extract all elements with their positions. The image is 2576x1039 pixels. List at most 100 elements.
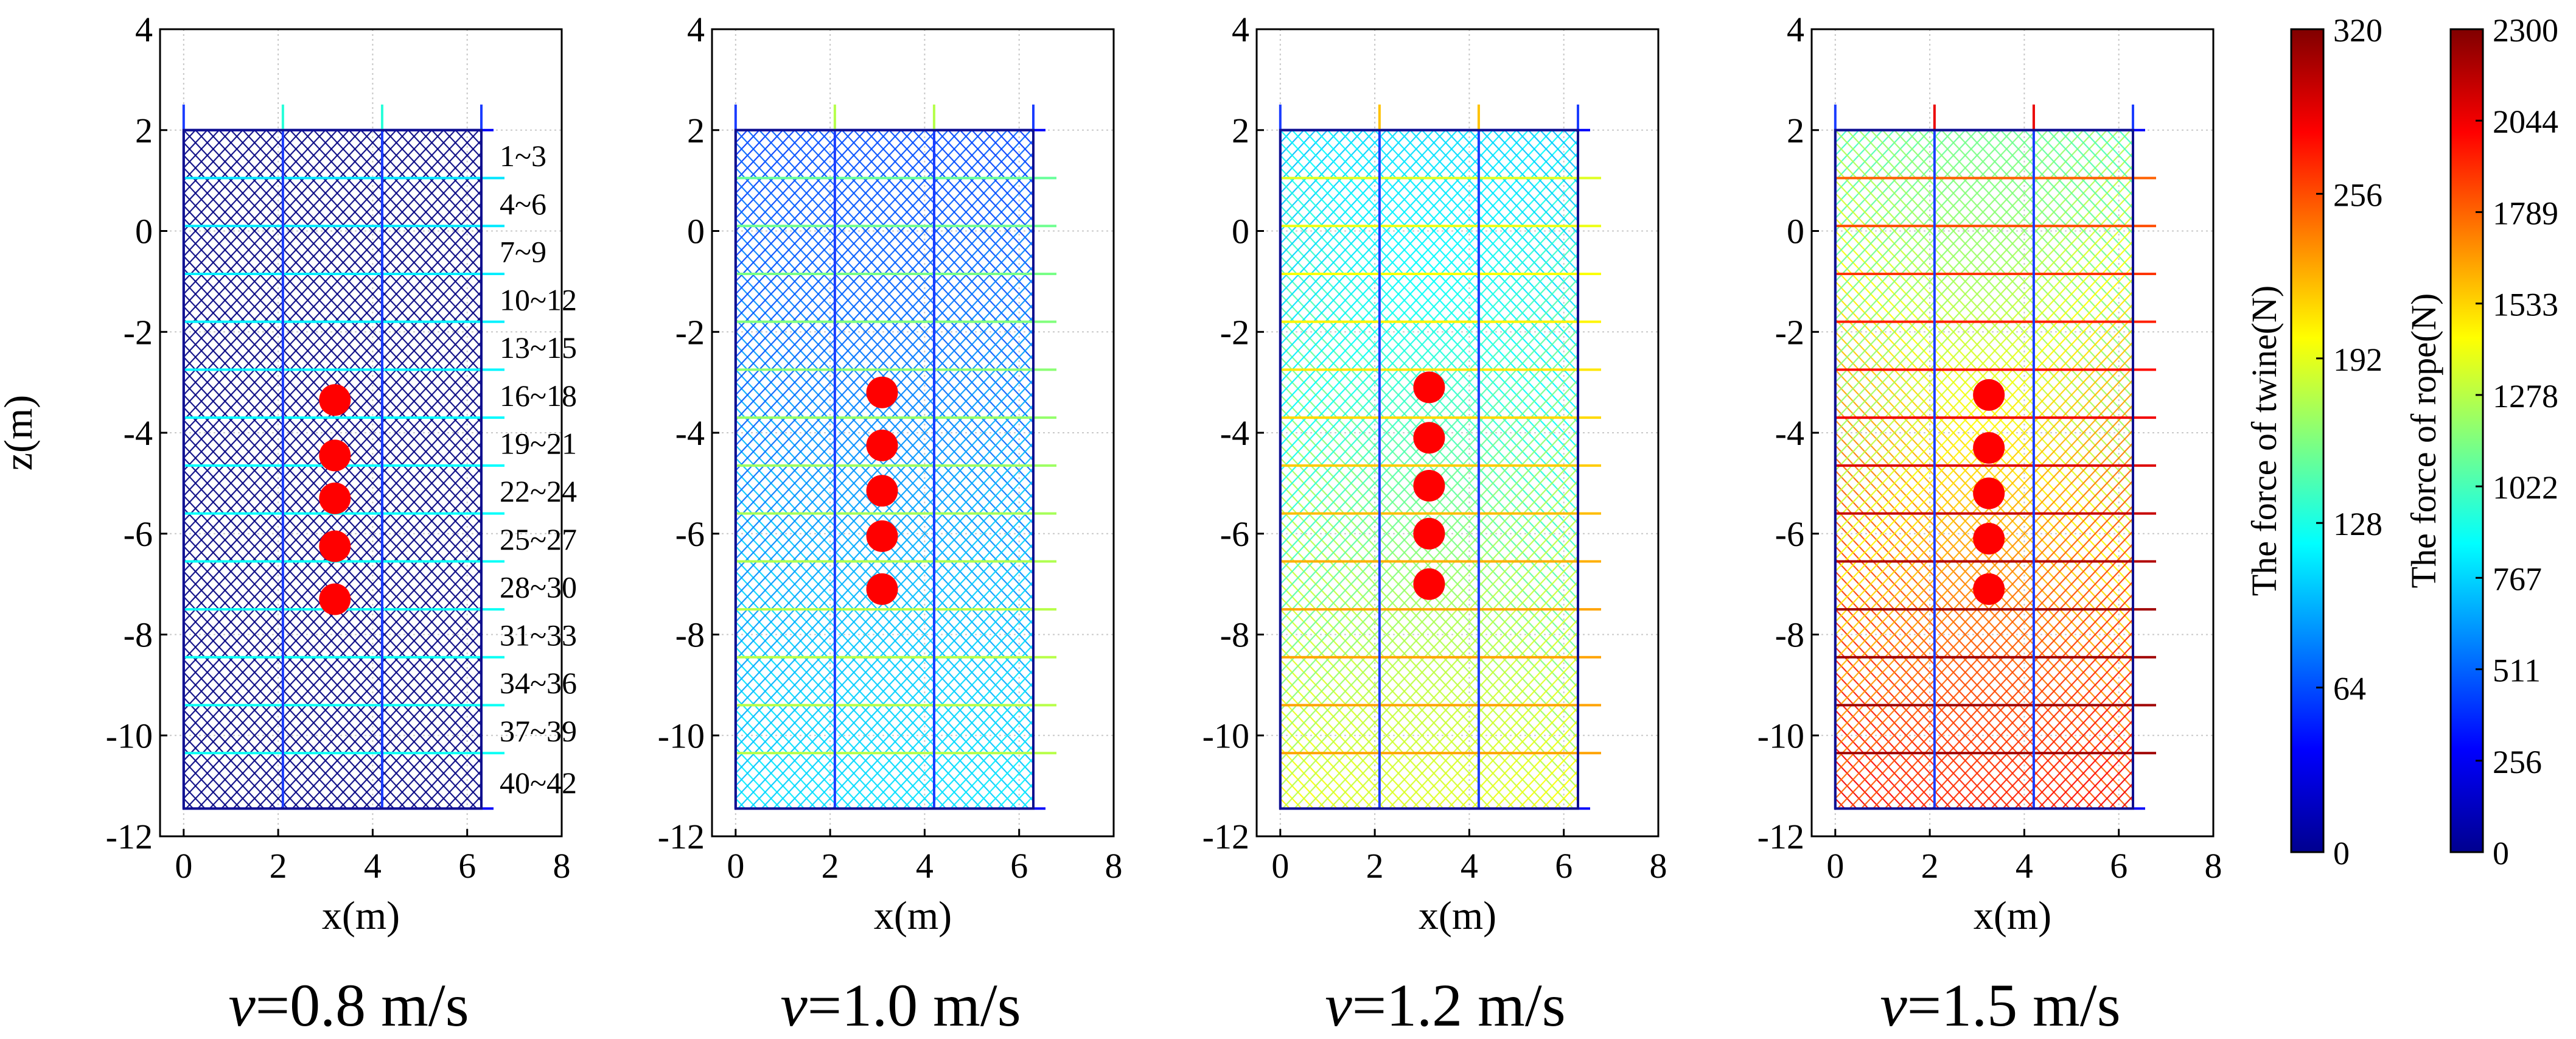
twine [1280, 760, 1326, 810]
twine [1541, 770, 1579, 810]
twine [2061, 732, 2134, 810]
twine [1835, 798, 1846, 810]
twine [1991, 657, 2134, 810]
x-tick-label: 2 [270, 846, 287, 886]
z-tick-label: -8 [1220, 615, 1249, 655]
twine [337, 129, 482, 285]
twine [1388, 606, 1579, 810]
weight-dot [1973, 379, 2005, 411]
twine [784, 543, 1034, 810]
twine [419, 129, 482, 197]
twine [1280, 190, 1579, 509]
twine [1495, 719, 1579, 810]
twine [2071, 129, 2134, 197]
twine [735, 646, 888, 810]
twine [1506, 732, 1579, 810]
z-tick-label: -8 [1775, 615, 1804, 655]
colorbar-tick-label: 256 [2333, 177, 2382, 213]
twine [1835, 190, 2134, 509]
colorbar-rope: The force of rope(N) 2300 2044 1789 1533 127… [2404, 12, 2558, 872]
twine [1471, 694, 1579, 810]
colorbar-rope-label: The force of rope(N) [2404, 293, 2443, 589]
z-tick-label: 2 [135, 111, 153, 150]
weight-dot [319, 384, 351, 416]
twine [983, 129, 1034, 184]
z-tick-label: -4 [1220, 413, 1249, 453]
twine [1835, 265, 2134, 585]
twine [926, 694, 1034, 810]
twine [183, 129, 444, 408]
caption-variable: v [780, 971, 808, 1039]
x-tick-label: 6 [1010, 846, 1028, 886]
twine [1364, 581, 1579, 810]
twine [230, 129, 482, 398]
z-tick-label: 4 [1787, 10, 1804, 49]
twine [313, 129, 482, 310]
twine [995, 129, 1034, 171]
twine [1540, 129, 1579, 171]
twine [1374, 129, 1579, 348]
net-mesh [1280, 129, 1579, 810]
twine [183, 129, 409, 371]
twine [2106, 129, 2134, 159]
panel-3: 0 2 4 6 8 4 2 0 -2 -4 -6 -8 -10 -12 x(m) v=1.2 m/s [1202, 10, 1667, 1039]
row-labels: 1~3 4~6 7~9 10~12 13~15 16~18 19~21 22~24 25~27 2… [500, 139, 577, 800]
twine [195, 129, 482, 436]
row-label: 16~18 [500, 379, 577, 413]
twine [782, 129, 1034, 398]
twine [1445, 129, 1579, 272]
twine [2047, 129, 2134, 222]
twine [1280, 545, 1527, 810]
twine [1835, 203, 2134, 522]
twine [1341, 556, 1579, 810]
twine [1318, 530, 1579, 810]
twine [183, 545, 430, 810]
net-frame [1279, 128, 1579, 810]
twine [1835, 129, 2096, 408]
twine [360, 129, 482, 259]
twine [950, 719, 1034, 810]
twine [735, 722, 817, 810]
caption-variable: v [228, 971, 256, 1039]
z-tick-label: -12 [1757, 817, 1804, 856]
x-tick-label: 6 [2110, 846, 2127, 886]
x-tick-label: 6 [458, 846, 476, 886]
twine [1018, 129, 1034, 146]
twine [2118, 129, 2134, 146]
twine [1835, 215, 2134, 534]
twine [1551, 129, 1579, 159]
z-tick-label: -12 [106, 817, 153, 856]
twine [1527, 129, 1579, 184]
twine [1280, 129, 1517, 383]
twine [1021, 795, 1034, 810]
z-tick-label: 4 [135, 10, 153, 49]
z-tick-label: -6 [1220, 514, 1249, 554]
weight-dot [1413, 568, 1445, 600]
twine [959, 129, 1034, 209]
twine [1280, 404, 1579, 724]
caption-value: =1.2 m/s [1352, 971, 1566, 1039]
twine [289, 129, 482, 335]
twine [183, 571, 407, 810]
twine [422, 745, 482, 810]
twine [183, 747, 241, 810]
twine [1976, 129, 2134, 297]
twine [985, 757, 1034, 810]
twine [221, 530, 482, 810]
twine [469, 795, 482, 810]
x-tick-label: 2 [822, 846, 839, 886]
x-tick-label: 4 [916, 846, 934, 886]
weights [1973, 379, 2005, 605]
twine [1835, 129, 2072, 383]
weight-dot [1973, 477, 2005, 509]
twine [747, 129, 1034, 436]
z-tick-label: 4 [1232, 10, 1249, 49]
z-tick-label: -8 [124, 615, 153, 655]
twine [735, 480, 1034, 799]
twine [1929, 129, 2134, 348]
colorbar-tick-label: 2300 [2493, 12, 2558, 49]
colorbar-tick-label: 0 [2333, 835, 2350, 872]
weight-dot [1413, 517, 1445, 550]
weight-dot [866, 520, 898, 552]
caption-variable: v [1325, 971, 1352, 1039]
